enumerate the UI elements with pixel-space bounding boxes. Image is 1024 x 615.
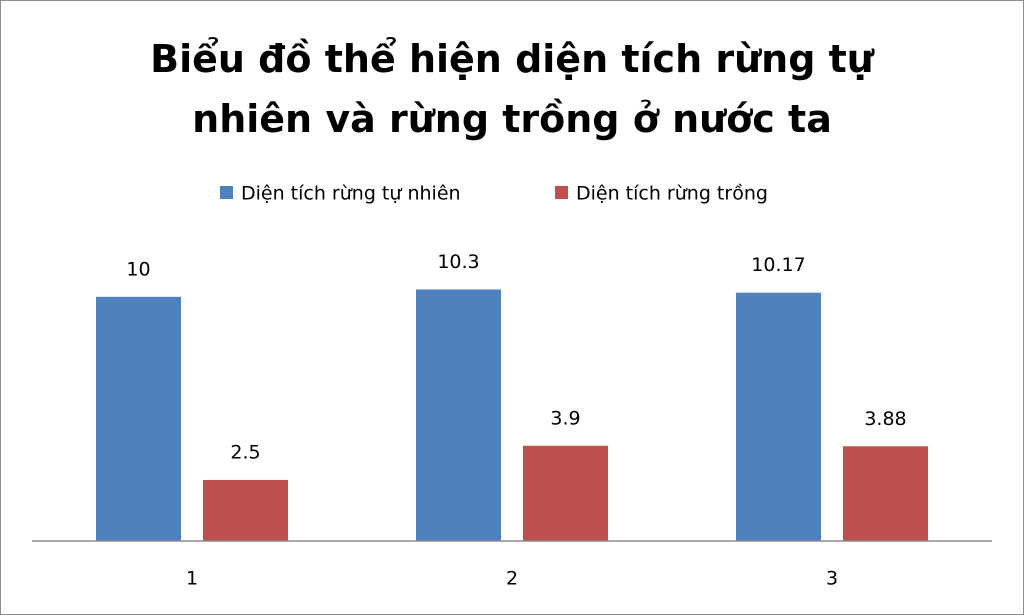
data-label: 3.9 [550, 407, 580, 429]
data-label: 3.88 [864, 408, 906, 430]
data-label: 10 [126, 258, 150, 280]
bar [523, 445, 608, 541]
bar [843, 446, 928, 541]
data-label: 10.3 [437, 251, 479, 273]
legend-label: Diện tích rừng trồng [576, 183, 768, 205]
bar [736, 292, 821, 541]
x-tick-label: 3 [826, 568, 838, 590]
bar [96, 296, 181, 541]
bar [203, 479, 288, 541]
data-label: 2.5 [230, 441, 260, 463]
x-tick-label: 1 [186, 568, 198, 590]
bar [416, 289, 501, 541]
data-label: 10.17 [751, 254, 805, 276]
legend-label: Diện tích rừng tự nhiên [241, 183, 461, 205]
legend-swatch [555, 186, 568, 199]
legend-swatch [220, 186, 233, 199]
x-tick-label: 2 [506, 568, 518, 590]
chart-title: Biểu đồ thể hiện diện tích rừng tự nhiên… [150, 37, 874, 141]
